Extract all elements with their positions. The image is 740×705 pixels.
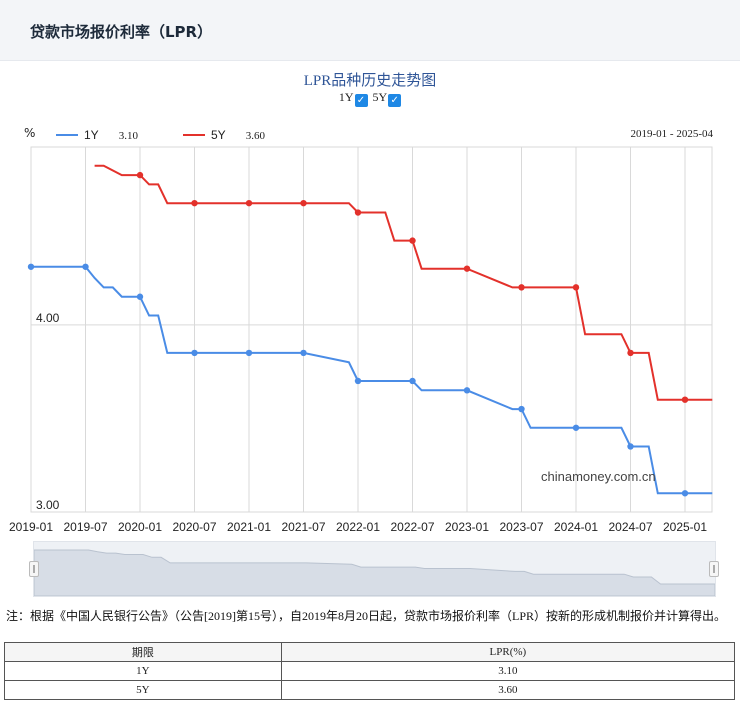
- y-axis-unit: %: [24, 126, 36, 140]
- x-tick-label: 2023-07: [499, 520, 543, 534]
- x-tick-label: 2025-01: [663, 520, 707, 534]
- legend-item-5y[interactable]: 5Y 3.60: [183, 128, 265, 142]
- data-point-1y: [354, 377, 362, 385]
- x-tick-label: 2023-01: [445, 520, 489, 534]
- legend-item-1y[interactable]: 1Y 3.10: [56, 128, 138, 142]
- y-tick-label: 4.00: [36, 311, 60, 325]
- x-tick-label: 2021-07: [281, 520, 325, 534]
- x-tick-label: 2020-01: [118, 520, 162, 534]
- series-toggles: 1Y ✓ 5Y ✓: [0, 90, 740, 107]
- legend-value-5y: 3.60: [245, 130, 265, 142]
- x-tick-label: 2024-01: [554, 520, 598, 534]
- table-header-rate: LPR(%): [280, 642, 736, 662]
- table-row: 1Y 3.10: [4, 661, 736, 681]
- data-point-5y: [136, 171, 144, 179]
- data-point-1y: [245, 349, 253, 357]
- data-point-5y: [681, 396, 689, 403]
- x-tick-label: 2019-01: [9, 520, 53, 534]
- range-navigator[interactable]: [33, 541, 716, 597]
- table-header-row: 期限 LPR(%): [4, 642, 736, 662]
- legend-name-5y: 5Y: [211, 128, 226, 142]
- data-point-5y: [300, 199, 307, 207]
- page-header: 贷款市场报价利率（LPR）: [0, 0, 740, 61]
- data-point-5y: [463, 265, 471, 272]
- y-tick-label: 3.00: [36, 498, 60, 512]
- legend-value-1y: 3.10: [118, 130, 138, 142]
- table-cell-term: 5Y: [4, 680, 282, 700]
- data-point-5y: [518, 284, 525, 291]
- data-point-1y: [300, 349, 307, 357]
- data-point-1y: [82, 263, 89, 270]
- checkbox-1y-checked-icon[interactable]: ✓: [354, 94, 368, 107]
- data-point-1y: [409, 377, 416, 385]
- checkbox-5y-checked-icon[interactable]: ✓: [388, 94, 402, 107]
- data-point-5y: [627, 349, 634, 357]
- x-tick-label: 2022-07: [390, 520, 434, 534]
- data-point-1y: [463, 387, 471, 394]
- x-tick-label: 2021-01: [227, 520, 271, 534]
- legend-name-1y: 1Y: [84, 128, 99, 142]
- page-title: 贷款市场报价利率（LPR）: [30, 23, 213, 41]
- toggle-5y[interactable]: 5Y ✓: [373, 90, 402, 107]
- data-point-5y: [354, 209, 362, 216]
- data-point-1y: [191, 349, 198, 357]
- data-point-1y: [681, 490, 689, 497]
- plot-frame: [30, 146, 713, 513]
- lpr-table: 期限 LPR(%) 1Y 3.10 5Y 3.60: [4, 642, 736, 700]
- legend-line-5y-icon: [183, 134, 205, 136]
- x-tick-label: 2019-07: [63, 520, 107, 534]
- series-line-5y: [94, 164, 713, 401]
- table-row: 5Y 3.60: [4, 680, 736, 700]
- data-point-1y: [136, 293, 144, 300]
- x-tick-label: 2020-07: [172, 520, 216, 534]
- data-point-1y: [572, 424, 580, 431]
- legend-line-1y-icon: [56, 134, 78, 136]
- data-point-5y: [191, 199, 198, 207]
- table-cell-rate: 3.60: [280, 680, 736, 700]
- data-point-5y: [409, 237, 416, 244]
- navigator-area: [33, 549, 716, 597]
- date-range: 2019-01 - 2025-04: [630, 128, 714, 140]
- navigator-preview: [33, 549, 716, 597]
- data-point-1y: [518, 405, 525, 413]
- chart-title: LPR品种历史走势图: [303, 73, 437, 89]
- series-line-1y: [31, 265, 713, 495]
- x-tick-label: 2022-01: [336, 520, 380, 534]
- watermark: chinamoney.com.cn: [541, 469, 656, 484]
- navigator-right-handle[interactable]: ‖: [709, 561, 719, 577]
- data-point-5y: [245, 199, 253, 207]
- toggle-1y[interactable]: 1Y ✓: [339, 90, 368, 107]
- data-point-1y: [627, 443, 634, 450]
- lpr-line-chart: 2019-01 2019-07 2020-01 2020-07 2021-01 2021-…: [9, 146, 713, 534]
- toggle-1y-label: 1Y: [338, 90, 354, 104]
- x-tick-label: 2024-07: [608, 520, 652, 534]
- toggle-5y-label: 5Y: [372, 90, 388, 104]
- table-header-term: 期限: [4, 642, 282, 662]
- data-point-5y: [572, 284, 580, 291]
- table-cell-term: 1Y: [4, 661, 282, 681]
- data-point-1y: [27, 263, 35, 270]
- footnote: 注：根据《中国人民银行公告》（公告[2019]第15号），自2019年8月20日…: [6, 609, 727, 623]
- navigator-left-handle[interactable]: ‖: [29, 561, 39, 577]
- table-cell-rate: 3.10: [280, 661, 736, 681]
